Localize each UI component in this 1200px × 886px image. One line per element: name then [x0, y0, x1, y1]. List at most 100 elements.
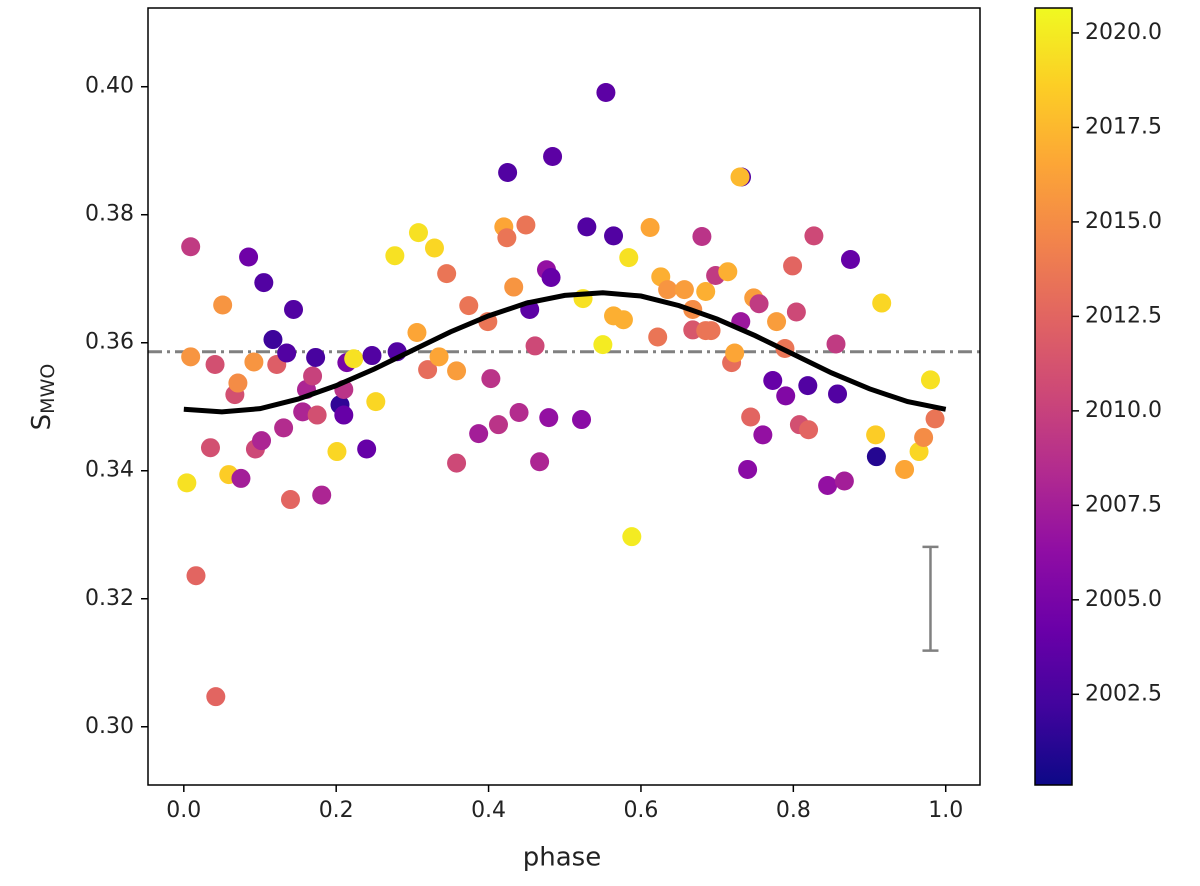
fit-curve: [183, 290, 947, 415]
data-point: [181, 347, 201, 367]
colorbar-tick-label: 2002.5: [1085, 681, 1162, 706]
y-axis-label: SMWO: [27, 364, 59, 431]
data-point: [177, 473, 197, 493]
y-label-sub: MWO: [37, 364, 59, 414]
data-point: [306, 347, 326, 367]
data-point: [834, 471, 854, 491]
data-point: [622, 527, 642, 547]
data-point: [357, 439, 377, 459]
data-point: [725, 343, 745, 363]
y-tick-label: 0.34: [85, 458, 134, 483]
x-tick-label: 0.2: [319, 798, 354, 823]
data-point: [753, 425, 773, 445]
data-point: [826, 334, 846, 354]
data-point: [504, 277, 524, 297]
data-point: [783, 256, 803, 276]
data-point: [692, 226, 712, 246]
data-point: [284, 299, 304, 319]
x-tick-label: 1.0: [928, 798, 963, 823]
data-point: [914, 427, 934, 447]
data-point: [488, 415, 508, 435]
x-tick-label: 0.8: [776, 798, 811, 823]
data-point: [447, 361, 467, 381]
data-point: [749, 294, 769, 314]
data-point: [767, 312, 787, 332]
data-point: [498, 162, 518, 182]
data-point: [274, 418, 294, 438]
data-point: [459, 296, 479, 316]
data-point: [334, 405, 354, 425]
data-point: [408, 223, 428, 243]
data-point: [293, 402, 313, 422]
data-point: [312, 485, 332, 505]
data-point: [925, 409, 945, 429]
data-point: [244, 352, 264, 372]
data-point: [593, 335, 613, 355]
colorbar-tick-label: 2010.0: [1085, 398, 1162, 423]
data-point: [674, 280, 694, 300]
data-point: [840, 250, 860, 270]
y-tick-label: 0.32: [85, 586, 134, 611]
x-tick-label: 0.4: [471, 798, 506, 823]
data-point: [572, 410, 592, 430]
data-point: [385, 246, 405, 266]
data-point: [263, 330, 283, 350]
data-point: [763, 370, 783, 390]
data-point: [577, 217, 597, 237]
data-point: [424, 238, 444, 258]
data-point: [206, 687, 226, 707]
data-point: [866, 425, 886, 445]
data-point: [828, 384, 848, 404]
y-tick-label: 0.36: [85, 330, 134, 355]
x-axis-label: phase: [523, 843, 601, 873]
colorbar: [1034, 7, 1073, 786]
data-point: [701, 321, 721, 341]
data-point: [613, 310, 633, 330]
data-point: [696, 282, 716, 302]
data-point: [604, 226, 624, 246]
colorbar-tick-label: 2015.0: [1085, 209, 1162, 234]
data-point: [362, 346, 382, 366]
data-point: [866, 447, 886, 467]
x-tick-label: 0.0: [166, 798, 201, 823]
data-point: [648, 327, 668, 347]
data-point: [539, 408, 559, 428]
data-point: [280, 490, 300, 510]
data-point: [872, 293, 892, 313]
data-point: [738, 459, 758, 479]
data-point: [730, 167, 750, 187]
data-point: [303, 366, 323, 386]
data-point: [344, 349, 364, 369]
data-point: [239, 247, 259, 267]
data-point: [228, 373, 248, 393]
data-point: [231, 468, 251, 488]
data-point: [596, 82, 616, 102]
data-point: [741, 407, 761, 427]
x-tick-label: 0.6: [623, 798, 658, 823]
colorbar-tick-label: 2007.5: [1085, 492, 1162, 517]
data-point: [786, 302, 806, 322]
colorbar-tick-label: 2012.5: [1085, 303, 1162, 328]
data-point: [205, 354, 225, 374]
plot-area: [148, 82, 980, 707]
colorbar-tick-label: 2017.5: [1085, 114, 1162, 139]
y-label-main: S: [27, 414, 57, 431]
data-point: [543, 146, 563, 166]
data-point: [213, 295, 233, 315]
data-point: [798, 376, 818, 396]
data-point: [418, 360, 438, 380]
data-point: [447, 453, 467, 473]
colorbar-tick-label: 2005.0: [1085, 587, 1162, 612]
data-point: [366, 392, 386, 412]
data-point: [200, 438, 220, 458]
data-point: [509, 403, 529, 423]
data-point: [277, 343, 297, 363]
error-bar: [922, 545, 939, 652]
data-point: [776, 386, 796, 406]
y-tick-label: 0.40: [85, 74, 134, 99]
data-point: [307, 405, 327, 425]
plot-frame: [147, 7, 981, 786]
data-point: [525, 336, 545, 356]
data-point: [516, 215, 536, 235]
data-point: [327, 442, 347, 462]
